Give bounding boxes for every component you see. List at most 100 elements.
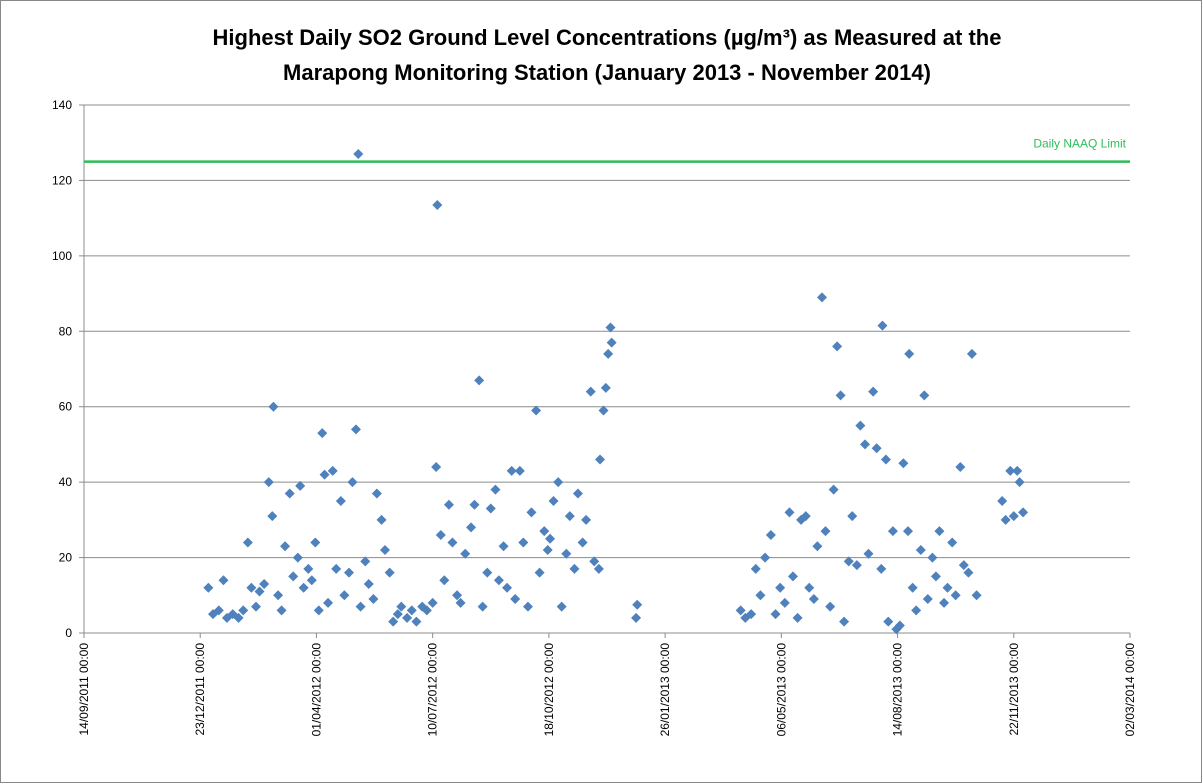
data-point bbox=[1005, 465, 1016, 476]
data-point bbox=[585, 386, 596, 397]
data-point bbox=[631, 612, 642, 623]
data-point bbox=[593, 563, 604, 574]
data-point bbox=[443, 499, 454, 510]
data-point bbox=[603, 348, 614, 359]
data-point bbox=[298, 582, 309, 593]
data-point bbox=[828, 484, 839, 495]
data-point bbox=[288, 571, 299, 582]
data-point bbox=[350, 424, 361, 435]
data-point bbox=[915, 545, 926, 556]
data-point bbox=[427, 597, 438, 608]
data-point bbox=[812, 541, 823, 552]
data-point bbox=[347, 477, 358, 488]
data-point bbox=[808, 594, 819, 605]
y-tick-label: 60 bbox=[59, 400, 73, 414]
data-point bbox=[589, 556, 600, 567]
data-point bbox=[319, 469, 330, 480]
data-point bbox=[760, 552, 771, 563]
data-point bbox=[564, 511, 575, 522]
data-point bbox=[267, 511, 278, 522]
data-point bbox=[466, 522, 477, 533]
data-point bbox=[883, 616, 894, 627]
x-tick-label: 14/09/2011 00:00 bbox=[77, 643, 91, 736]
data-point bbox=[863, 548, 874, 559]
data-point bbox=[784, 507, 795, 518]
data-point bbox=[254, 586, 265, 597]
data-point bbox=[894, 620, 905, 631]
data-point bbox=[907, 582, 918, 593]
data-point bbox=[331, 563, 342, 574]
data-point bbox=[233, 612, 244, 623]
data-point bbox=[942, 582, 953, 593]
data-point bbox=[384, 567, 395, 578]
y-tick-label: 100 bbox=[52, 249, 72, 263]
data-point bbox=[765, 529, 776, 540]
data-point bbox=[855, 420, 866, 431]
data-point bbox=[482, 567, 493, 578]
data-point bbox=[835, 390, 846, 401]
data-point bbox=[903, 526, 914, 537]
data-point bbox=[273, 590, 284, 601]
data-point bbox=[380, 545, 391, 556]
data-point bbox=[510, 594, 521, 605]
data-point bbox=[238, 605, 249, 616]
data-point bbox=[632, 599, 643, 610]
data-point bbox=[746, 609, 757, 620]
data-point bbox=[259, 578, 270, 589]
data-point bbox=[735, 605, 746, 616]
data-point bbox=[963, 567, 974, 578]
data-point bbox=[531, 405, 542, 416]
data-point bbox=[779, 597, 790, 608]
data-point bbox=[605, 322, 616, 333]
data-point bbox=[572, 488, 583, 499]
data-point bbox=[263, 477, 274, 488]
data-point bbox=[368, 594, 379, 605]
data-point bbox=[851, 560, 862, 571]
data-point bbox=[303, 563, 314, 574]
y-tick-label: 0 bbox=[65, 626, 72, 640]
data-point bbox=[388, 616, 399, 627]
data-point bbox=[376, 514, 387, 525]
data-point bbox=[392, 609, 403, 620]
data-point bbox=[292, 552, 303, 563]
data-point bbox=[887, 526, 898, 537]
data-point bbox=[606, 337, 617, 348]
data-point bbox=[280, 541, 291, 552]
data-point bbox=[485, 503, 496, 514]
data-point bbox=[353, 149, 364, 160]
data-point bbox=[880, 454, 891, 465]
data-point bbox=[514, 465, 525, 476]
data-point bbox=[469, 499, 480, 510]
data-point bbox=[313, 605, 324, 616]
data-point bbox=[843, 556, 854, 567]
data-point bbox=[955, 462, 966, 473]
data-point bbox=[502, 582, 513, 593]
data-point bbox=[950, 590, 961, 601]
data-point bbox=[371, 488, 382, 499]
data-point bbox=[971, 590, 982, 601]
data-point bbox=[817, 292, 828, 303]
data-point bbox=[251, 601, 262, 612]
data-point bbox=[402, 612, 413, 623]
data-point bbox=[411, 616, 422, 627]
data-point bbox=[526, 507, 537, 518]
chart-title: Marapong Monitoring Station (January 201… bbox=[283, 60, 931, 85]
data-point bbox=[242, 537, 253, 548]
x-tick-label: 10/07/2012 00:00 bbox=[426, 643, 440, 737]
data-point bbox=[927, 552, 938, 563]
data-point bbox=[820, 526, 831, 537]
data-point bbox=[421, 605, 432, 616]
data-point bbox=[295, 480, 306, 491]
data-point bbox=[787, 571, 798, 582]
data-point bbox=[355, 601, 366, 612]
data-point bbox=[860, 439, 871, 450]
data-point bbox=[577, 537, 588, 548]
data-point bbox=[847, 511, 858, 522]
data-point bbox=[310, 537, 321, 548]
data-point bbox=[539, 526, 550, 537]
data-point bbox=[548, 496, 559, 506]
data-point bbox=[898, 458, 909, 469]
x-tick-label: 26/01/2013 00:00 bbox=[658, 643, 672, 737]
data-point bbox=[327, 465, 338, 476]
